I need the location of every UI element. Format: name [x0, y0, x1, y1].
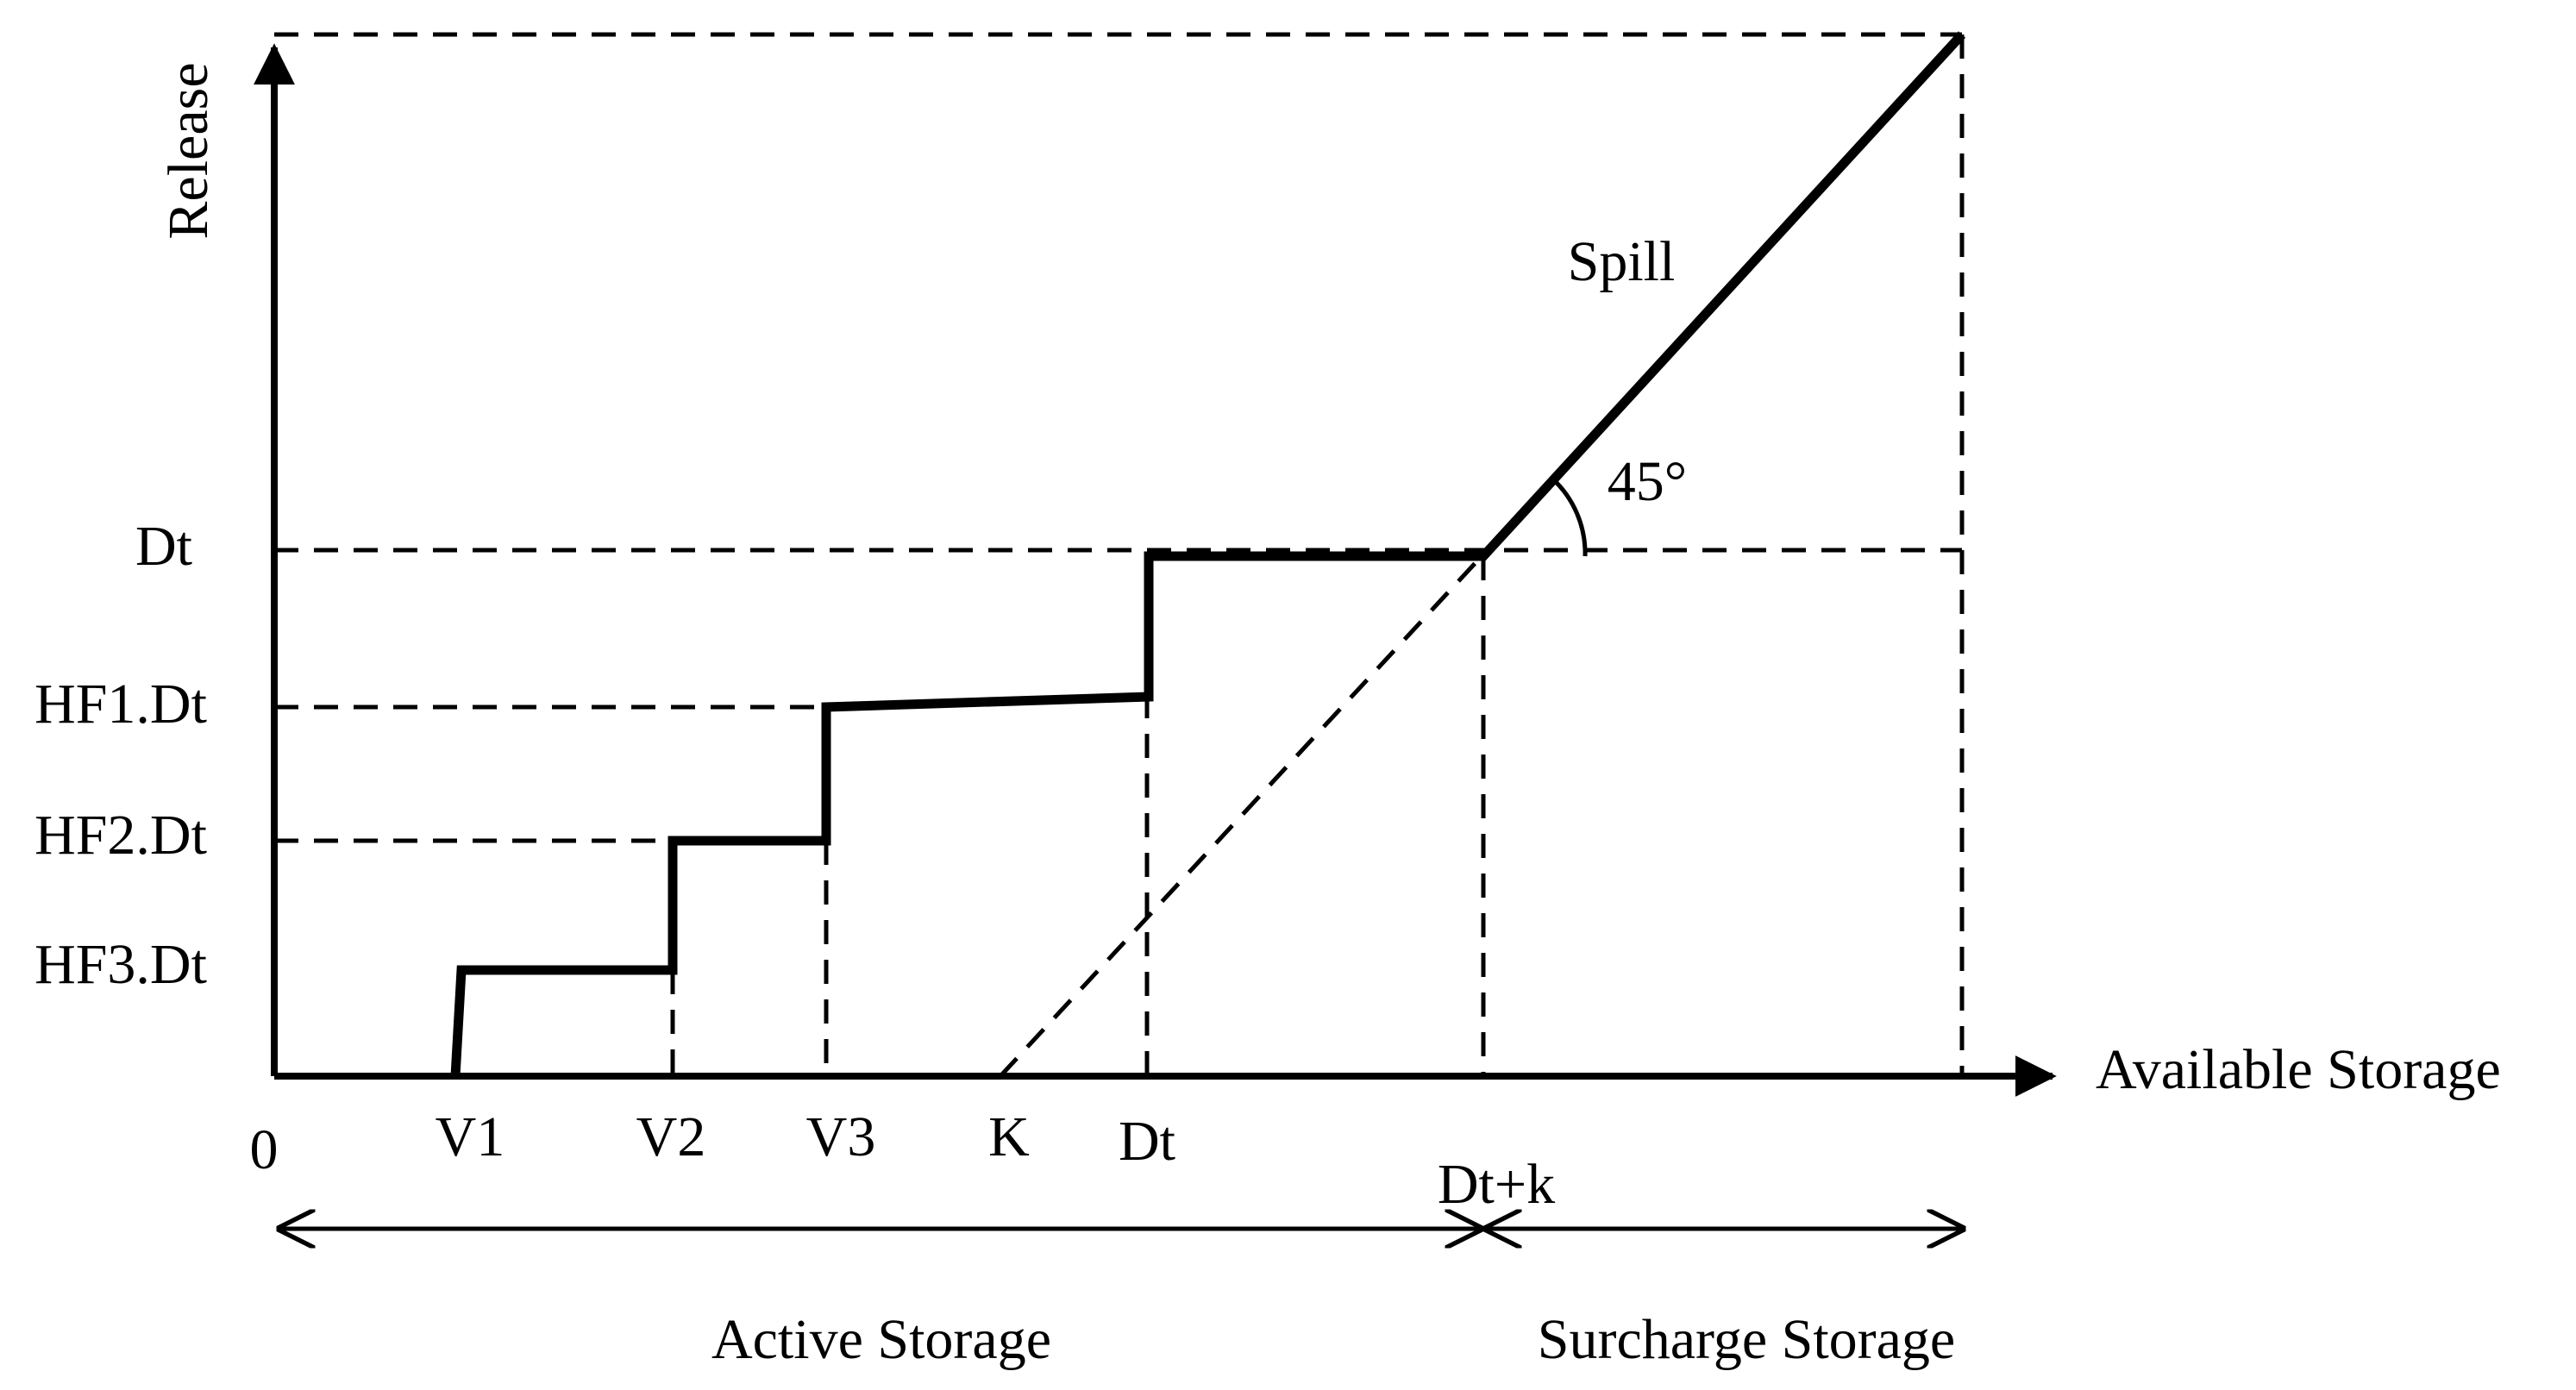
spill-label: Spill: [1568, 230, 1676, 293]
angle-label: 45°: [1608, 450, 1687, 513]
y-label-hf1: HF1.Dt: [34, 673, 207, 736]
origin-label: 0: [250, 1118, 279, 1181]
angle-arc: [1551, 477, 1588, 557]
y-label-dt: Dt: [135, 515, 192, 578]
surcharge-storage-label: Surcharge Storage: [1538, 1308, 1955, 1371]
y-label-hf2: HF2.Dt: [34, 804, 207, 867]
release-rule-curve: [450, 31, 1966, 1077]
x-label-v1: V1: [436, 1105, 505, 1168]
active-storage-label: Active Storage: [711, 1308, 1051, 1371]
x-label-v3: V3: [806, 1105, 876, 1168]
x-label-k: K: [988, 1105, 1030, 1168]
y-label-hf3: HF3.Dt: [34, 933, 207, 996]
y-axis-title: Release: [157, 62, 220, 239]
k-diagonal-line: [999, 554, 1483, 1078]
x-label-dtk: Dt+k: [1438, 1153, 1555, 1216]
x-label-v2: V2: [636, 1105, 706, 1168]
x-axis-title: Available Storage: [2096, 1038, 2501, 1101]
x-label-dt: Dt: [1119, 1110, 1175, 1173]
